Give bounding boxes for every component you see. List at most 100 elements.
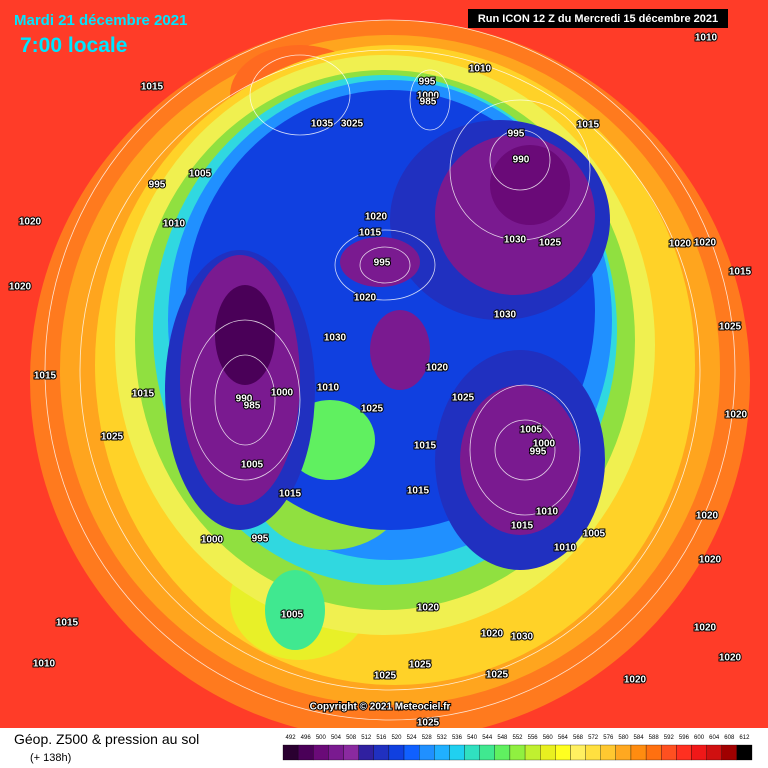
pressure-labels: 1010101510109951000985100599510101020102… [8,32,753,730]
scale-label: 612 [739,735,750,741]
run-info: Run ICON 12 Z du Mercredi 15 décembre 20… [478,13,718,25]
pressure-label: 995 [252,534,269,545]
scale-label: 572 [588,735,599,741]
pressure-label: 985 [420,97,437,108]
color-scale: 492 496 500 504 508 512 516 520 524 528 532 536 540 5… [282,735,753,761]
pressure-label: 1030 [504,235,527,246]
pressure-label: 1015 [407,486,430,497]
pressure-label: 3025 [341,119,364,130]
pressure-label: 1000 [533,439,556,450]
scale-swatch [676,744,692,761]
pressure-label: 1010 [469,64,492,75]
scale-label: 552 [512,735,523,741]
pressure-label: 985 [244,401,261,412]
scale-swatch [706,744,722,761]
scale-label: 540 [467,735,478,741]
pressure-label: 1015 [577,120,600,131]
scale-label: 504 [331,735,342,741]
scale-swatch [691,744,707,761]
scale-label: 524 [407,735,418,741]
isobars [44,19,736,721]
scale-label: 576 [603,735,614,741]
pressure-label: 1015 [34,371,57,382]
scale-label: 492 [286,735,297,741]
pressure-label: 995 [419,77,436,88]
scale-swatch [615,744,632,761]
scale-label: 604 [709,735,720,741]
scale-label: 580 [618,735,629,741]
field [370,310,430,390]
pressure-label: 1020 [481,629,504,640]
pressure-label: 1020 [694,238,717,249]
scale-label: 592 [664,735,675,741]
field [460,385,580,535]
pressure-label: 1010 [33,659,56,670]
pressure-label: 1010 [554,543,577,554]
pressure-label: 1020 [699,555,722,566]
pressure-label: 1015 [729,267,752,278]
scale-label: 520 [391,735,402,741]
pressure-label: 1020 [696,511,719,522]
scale-label: 584 [634,735,645,741]
scale-swatch [645,744,662,761]
pressure-label: 1015 [414,441,437,452]
scale-swatch [721,744,738,761]
time: 7:00 locale [20,34,127,57]
scale-label: 568 [573,735,584,741]
copyright: Copyright © 2021 Meteociel.fr [310,702,451,713]
scale-swatch [297,744,314,761]
pressure-label: 1000 [271,388,294,399]
pressure-label: 1005 [281,610,304,621]
pressure-label: 1025 [361,404,384,415]
scale-label: 528 [422,735,433,741]
pressure-label: 1010 [695,33,718,44]
scale-swatch [434,744,450,761]
pressure-label: 1025 [452,393,475,404]
pressure-label: 1020 [725,410,748,421]
pressure-label: 1030 [494,310,517,321]
legend-title: Géop. Z500 & pression au sol [14,731,199,747]
pressure-label: 1025 [486,670,509,681]
scale-label: 556 [528,735,539,741]
pressure-label: 1020 [9,282,32,293]
pressure-label: 995 [530,447,547,458]
scale-label: 588 [649,735,660,741]
pressure-label: 1010 [163,219,186,230]
date: Mardi 21 décembre 2021 [14,12,187,29]
scale-swatch [585,744,601,761]
pressure-label: 1005 [583,529,606,540]
pressure-label: 1020 [19,217,42,228]
scale-swatch [736,744,753,761]
pressure-label: 1015 [511,521,534,532]
scale-swatch [509,744,526,761]
pressure-label: 1020 [624,675,647,686]
scale-label: 596 [679,735,690,741]
pressure-label: 1010 [536,507,559,518]
scale-swatch [388,744,405,761]
pressure-label: 1020 [669,239,692,250]
pressure-label: 1005 [241,460,264,471]
pressure-label: 990 [236,394,253,405]
scale-swatch [524,744,541,761]
scale-swatch [479,744,495,761]
scale-swatch [494,744,511,761]
pressure-label: 1015 [56,618,79,629]
scale-swatch [403,744,420,761]
scale-swatch [282,744,299,761]
scale-swatch [313,744,329,761]
pressure-label: 1020 [354,293,377,304]
scale-label: 536 [452,735,463,741]
scale-swatch [358,744,374,761]
pressure-label: 1025 [539,238,562,249]
scale-swatch [419,744,435,761]
pressure-label: 995 [374,258,391,269]
scale-swatch [540,744,556,761]
scale-label: 516 [376,735,387,741]
scale-label: 600 [694,735,705,741]
field [215,285,275,385]
scale-label: 548 [497,735,508,741]
pressure-label: 990 [513,155,530,166]
pressure-label: 1015 [141,82,164,93]
scale-swatch [555,744,571,761]
pressure-label: 1030 [511,632,534,643]
